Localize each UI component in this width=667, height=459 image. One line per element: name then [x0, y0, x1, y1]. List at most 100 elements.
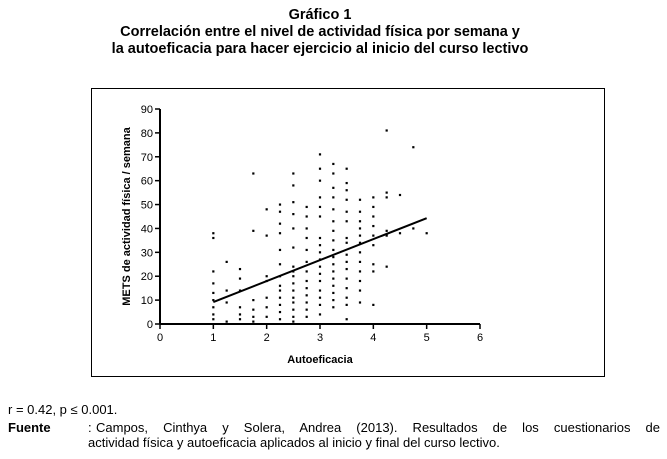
- data-point: [265, 208, 268, 211]
- data-point: [305, 279, 308, 283]
- data-point: [358, 241, 362, 244]
- data-point: [345, 189, 348, 192]
- figure-number: Gráfico 1: [288, 7, 352, 23]
- data-point: [425, 232, 428, 235]
- data-point: [292, 227, 295, 230]
- data-point: [292, 275, 295, 278]
- source-label: Fuente: [8, 420, 51, 435]
- data-point: [278, 210, 282, 213]
- x-tick-label: 6: [477, 332, 483, 344]
- data-point: [292, 282, 295, 285]
- data-point: [332, 162, 335, 166]
- data-point: [292, 315, 295, 318]
- data-point: [318, 236, 322, 240]
- data-point: [318, 196, 322, 199]
- data-point: [358, 270, 362, 273]
- y-tick-label: 10: [141, 295, 153, 307]
- data-point: [385, 234, 388, 237]
- data-point: [252, 299, 255, 302]
- data-point: [225, 301, 228, 304]
- y-tick-label: 20: [141, 271, 153, 283]
- data-point: [252, 308, 255, 311]
- x-axis-title: Autoeficacia: [287, 354, 353, 366]
- data-point: [278, 232, 282, 235]
- data-point: [292, 265, 295, 268]
- y-axis-title: METS de actividad física / semana: [121, 126, 133, 305]
- data-point: [292, 246, 295, 249]
- data-point: [372, 263, 375, 266]
- data-point: [238, 313, 242, 316]
- data-point: [332, 196, 335, 199]
- data-point: [345, 241, 348, 244]
- data-point: [252, 320, 255, 323]
- data-point: [265, 315, 268, 318]
- data-point: [358, 260, 362, 263]
- data-point: [318, 279, 322, 283]
- data-point: [412, 227, 415, 230]
- y-tick-label: 60: [141, 176, 153, 188]
- x-tick-label: 4: [370, 332, 376, 344]
- data-point: [292, 289, 295, 292]
- data-point: [225, 289, 228, 292]
- data-point: [318, 251, 322, 254]
- data-point: [372, 205, 375, 209]
- y-tick-label: 0: [147, 319, 153, 331]
- data-point: [358, 289, 362, 292]
- data-point: [358, 234, 362, 237]
- data-point: [305, 236, 308, 240]
- data-point: [265, 275, 268, 278]
- data-point: [292, 308, 295, 311]
- data-point: [278, 303, 282, 306]
- x-tick-label: 1: [210, 332, 216, 344]
- data-point: [212, 299, 215, 302]
- data-point: [318, 205, 322, 209]
- data-point: [318, 296, 322, 299]
- data-point: [252, 172, 255, 175]
- data-point: [345, 260, 348, 263]
- data-point: [372, 215, 375, 218]
- data-point: [238, 318, 242, 321]
- data-point: [358, 279, 362, 283]
- data-point: [212, 306, 215, 309]
- data-point: [345, 236, 348, 240]
- data-point: [305, 315, 308, 318]
- data-point: [332, 284, 335, 287]
- data-point: [265, 296, 268, 299]
- figure-title-line: la autoeficacia para hacer ejercicio al …: [111, 41, 529, 57]
- data-point: [372, 196, 375, 199]
- data-point: [332, 270, 335, 273]
- data-point: [292, 172, 295, 175]
- y-tick-label: 30: [141, 247, 153, 259]
- data-point: [345, 220, 348, 223]
- data-point: [345, 296, 348, 299]
- data-point: [292, 201, 295, 204]
- data-point: [332, 299, 335, 302]
- figure-title: Gráfico 1 Correlación entre el nivel de …: [0, 7, 640, 58]
- data-point: [305, 215, 308, 218]
- data-point: [332, 256, 335, 259]
- data-point: [332, 229, 335, 232]
- data-point: [345, 318, 348, 321]
- y-tick-label: 80: [141, 128, 153, 140]
- data-point: [372, 244, 375, 247]
- data-point: [412, 146, 415, 149]
- data-point: [278, 203, 282, 206]
- scatter-chart: 0 10 20 30 40 50 60 70 80 90 0 1 2 3 4 5 6 Autoeficacia ME…: [121, 104, 483, 366]
- data-point: [358, 198, 362, 201]
- data-point: [318, 265, 322, 268]
- source-note: Fuente : Campos, Cinthya y Solera, Andre…: [8, 420, 660, 450]
- data-point: [292, 320, 295, 323]
- data-point: [265, 234, 268, 237]
- data-point: [385, 191, 388, 194]
- data-point: [212, 313, 215, 316]
- data-point: [345, 303, 348, 306]
- data-point: [305, 248, 308, 252]
- source-text: Campos, Cinthya y Solera, Andrea (2013).…: [96, 420, 660, 435]
- data-point: [318, 153, 322, 156]
- data-point: [305, 294, 308, 297]
- data-point: [238, 306, 242, 309]
- data-point: [305, 301, 308, 304]
- data-point: [212, 236, 215, 240]
- data-point: [305, 270, 308, 273]
- data-point: [292, 301, 295, 304]
